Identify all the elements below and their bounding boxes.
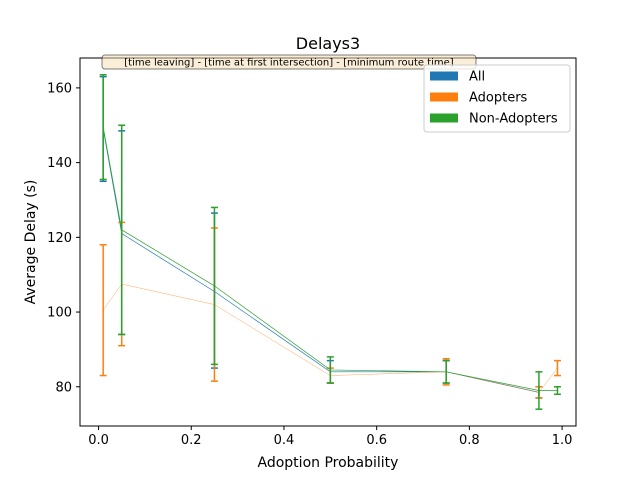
annotation-text: [time leaving] - [time at first intersec… xyxy=(124,58,454,69)
error-bar xyxy=(326,356,334,384)
error-bar xyxy=(442,359,450,384)
error-bar xyxy=(99,244,107,377)
data-point xyxy=(556,389,559,392)
y-axis-title: Average Delay (s) xyxy=(23,180,39,305)
x-tick-label: 0.0 xyxy=(88,433,109,448)
y-tick-label: 140 xyxy=(47,156,72,171)
plot-area xyxy=(99,74,561,410)
data-point xyxy=(538,389,540,392)
x-tick-label: 0.2 xyxy=(181,433,202,448)
legend-swatch-non-adopters xyxy=(430,113,458,123)
legend-swatch-adopters xyxy=(430,92,458,102)
legend-label-non-adopters: Non-Adopters xyxy=(469,112,558,127)
annotation-background xyxy=(101,54,477,70)
y-tick-label: 120 xyxy=(47,231,72,246)
y-tick-label: 160 xyxy=(47,81,72,96)
error-bar xyxy=(99,74,107,181)
chart-title: Delays3 xyxy=(296,34,360,53)
annotation-box: [time leaving] - [time at first intersec… xyxy=(101,54,477,70)
data-point xyxy=(120,229,123,231)
data-point xyxy=(445,371,448,373)
x-axis-title: Adoption Probability xyxy=(258,455,399,471)
x-tick-label: 1.0 xyxy=(552,433,573,448)
data-point xyxy=(102,126,104,128)
x-tick-label: 0.6 xyxy=(366,433,387,448)
legend-label-adopters: Adopters xyxy=(469,91,528,106)
data-point xyxy=(556,367,559,369)
data-point xyxy=(329,369,332,371)
legend-label-all: All xyxy=(469,70,485,85)
legend-frame xyxy=(423,64,571,133)
x-tick-label: 0.4 xyxy=(274,433,295,448)
legend-swatch-all xyxy=(430,71,458,81)
error-bar xyxy=(553,359,561,377)
error-bar xyxy=(553,386,561,395)
error-bar xyxy=(210,206,218,366)
y-axis: 80 100 120 140 160 xyxy=(47,81,80,395)
x-tick-label: 0.8 xyxy=(459,433,480,448)
data-point xyxy=(213,285,216,287)
data-point xyxy=(102,309,104,311)
legend: All Adopters Non-Adopters xyxy=(423,64,571,133)
error-bar xyxy=(118,124,126,336)
x-axis: 0.0 0.2 0.4 0.6 0.8 1.0 xyxy=(88,426,572,448)
series-non-adopters xyxy=(99,74,561,410)
y-tick-label: 80 xyxy=(55,380,72,395)
error-bar xyxy=(535,371,543,410)
y-tick-label: 100 xyxy=(47,306,72,321)
